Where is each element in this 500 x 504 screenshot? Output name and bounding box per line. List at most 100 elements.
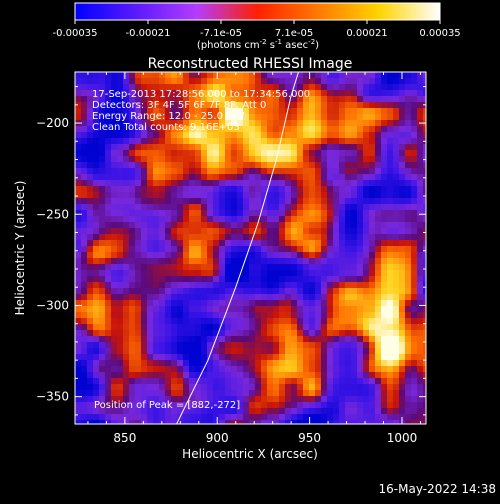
heatmap-cell: [417, 216, 424, 223]
heatmap-cell: [195, 216, 202, 223]
heatmap-cell: [423, 228, 426, 235]
heatmap-cell: [399, 156, 406, 163]
heatmap-cell: [267, 180, 274, 187]
heatmap-cell: [261, 222, 268, 229]
heatmap-cell: [75, 192, 82, 199]
heatmap-cell: [117, 108, 124, 115]
heatmap-cell: [135, 282, 142, 289]
heatmap-cell: [117, 318, 124, 325]
heatmap-cell: [309, 144, 316, 151]
heatmap-cell: [375, 222, 382, 229]
heatmap-cell: [129, 348, 136, 355]
heatmap-cell: [93, 222, 100, 229]
heatmap-cell: [219, 216, 226, 223]
heatmap-cell: [339, 90, 346, 97]
heatmap-cell: [195, 318, 202, 325]
heatmap-cell: [363, 372, 370, 379]
heatmap-cell: [405, 192, 412, 199]
heatmap-cell: [129, 222, 136, 229]
heatmap-cell: [417, 294, 424, 301]
colorbar-tick-label: 0.00021: [346, 28, 387, 39]
heatmap-cell: [111, 318, 118, 325]
heatmap-cell: [207, 312, 214, 319]
heatmap-cell: [291, 312, 298, 319]
heatmap-cell: [351, 210, 358, 217]
heatmap-cell: [321, 294, 328, 301]
heatmap-cell: [93, 396, 100, 403]
heatmap-cell: [399, 354, 406, 361]
heatmap-cell: [243, 210, 250, 217]
heatmap-cell: [135, 90, 142, 97]
heatmap-cell: [117, 282, 124, 289]
heatmap-cell: [291, 240, 298, 247]
heatmap-cell: [261, 288, 268, 295]
heatmap-cell: [105, 162, 112, 169]
heatmap-cell: [267, 342, 274, 349]
heatmap-cell: [333, 258, 340, 265]
heatmap-cell: [225, 126, 232, 133]
heatmap-cell: [333, 318, 340, 325]
heatmap-cell: [81, 258, 88, 265]
heatmap-cell: [165, 366, 172, 373]
heatmap-cell: [99, 366, 106, 373]
heatmap-cell: [171, 78, 178, 85]
heatmap-cell: [261, 312, 268, 319]
heatmap-cell: [93, 168, 100, 175]
heatmap-cell: [267, 312, 274, 319]
heatmap-cell: [285, 384, 292, 391]
heatmap-cell: [81, 150, 88, 157]
heatmap-cell: [147, 306, 154, 313]
heatmap-cell: [327, 366, 334, 373]
heatmap-cell: [189, 300, 196, 307]
heatmap-cell: [129, 414, 136, 421]
heatmap-cell: [123, 282, 130, 289]
heatmap-cell: [423, 150, 426, 157]
heatmap-cell: [387, 348, 394, 355]
heatmap-cell: [267, 150, 274, 157]
heatmap-cell: [159, 288, 166, 295]
heatmap-cell: [363, 288, 370, 295]
heatmap-cell: [225, 408, 232, 415]
heatmap-cell: [219, 234, 226, 241]
heatmap-cell: [339, 384, 346, 391]
heatmap-cell: [99, 84, 106, 91]
heatmap-cell: [315, 108, 322, 115]
heatmap-cell: [195, 204, 202, 211]
heatmap-cell: [177, 372, 184, 379]
heatmap-cell: [165, 120, 172, 127]
heatmap-cell: [189, 402, 196, 409]
heatmap-cell: [315, 90, 322, 97]
heatmap-cell: [339, 78, 346, 85]
heatmap-cell: [231, 294, 238, 301]
heatmap-cell: [207, 366, 214, 373]
heatmap-cell: [183, 360, 190, 367]
heatmap-cell: [105, 240, 112, 247]
heatmap-cell: [315, 192, 322, 199]
heatmap-cell: [75, 378, 82, 385]
heatmap-cell: [279, 396, 286, 403]
heatmap-cell: [351, 144, 358, 151]
heatmap-cell: [111, 246, 118, 253]
heatmap-cell: [369, 342, 376, 349]
heatmap-cell: [273, 276, 280, 283]
heatmap-cell: [93, 162, 100, 169]
heatmap-cell: [117, 300, 124, 307]
heatmap-cell: [153, 270, 160, 277]
heatmap-cell: [207, 282, 214, 289]
heatmap-cell: [111, 150, 118, 157]
heatmap-cell: [411, 180, 418, 187]
heatmap-cell: [387, 210, 394, 217]
heatmap-cell: [87, 270, 94, 277]
heatmap-cell: [267, 336, 274, 343]
heatmap-cell: [195, 258, 202, 265]
heatmap-cell: [159, 300, 166, 307]
heatmap-cell: [309, 330, 316, 337]
heatmap-cell: [165, 372, 172, 379]
heatmap-cell: [189, 330, 196, 337]
heatmap-cell: [321, 258, 328, 265]
heatmap-cell: [123, 402, 130, 409]
heatmap-cell: [381, 120, 388, 127]
heatmap-cell: [165, 228, 172, 235]
heatmap-cell: [369, 120, 376, 127]
heatmap-cell: [159, 222, 166, 229]
